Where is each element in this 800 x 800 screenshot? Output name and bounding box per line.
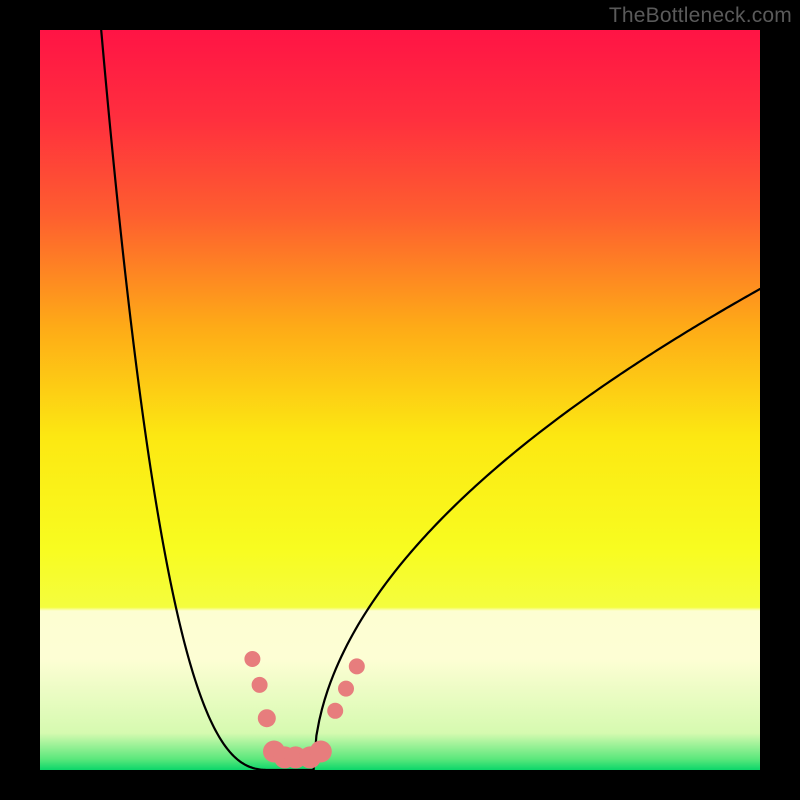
data-marker [244,651,260,667]
chart-container: TheBottleneck.com [0,0,800,800]
data-marker [327,703,343,719]
watermark-text: TheBottleneck.com [609,4,792,28]
bottleneck-chart [0,0,800,800]
data-marker [338,681,354,697]
data-marker [310,741,332,763]
plot-background-gradient [40,30,760,770]
data-marker [258,709,276,727]
data-marker [349,658,365,674]
data-marker [252,677,268,693]
